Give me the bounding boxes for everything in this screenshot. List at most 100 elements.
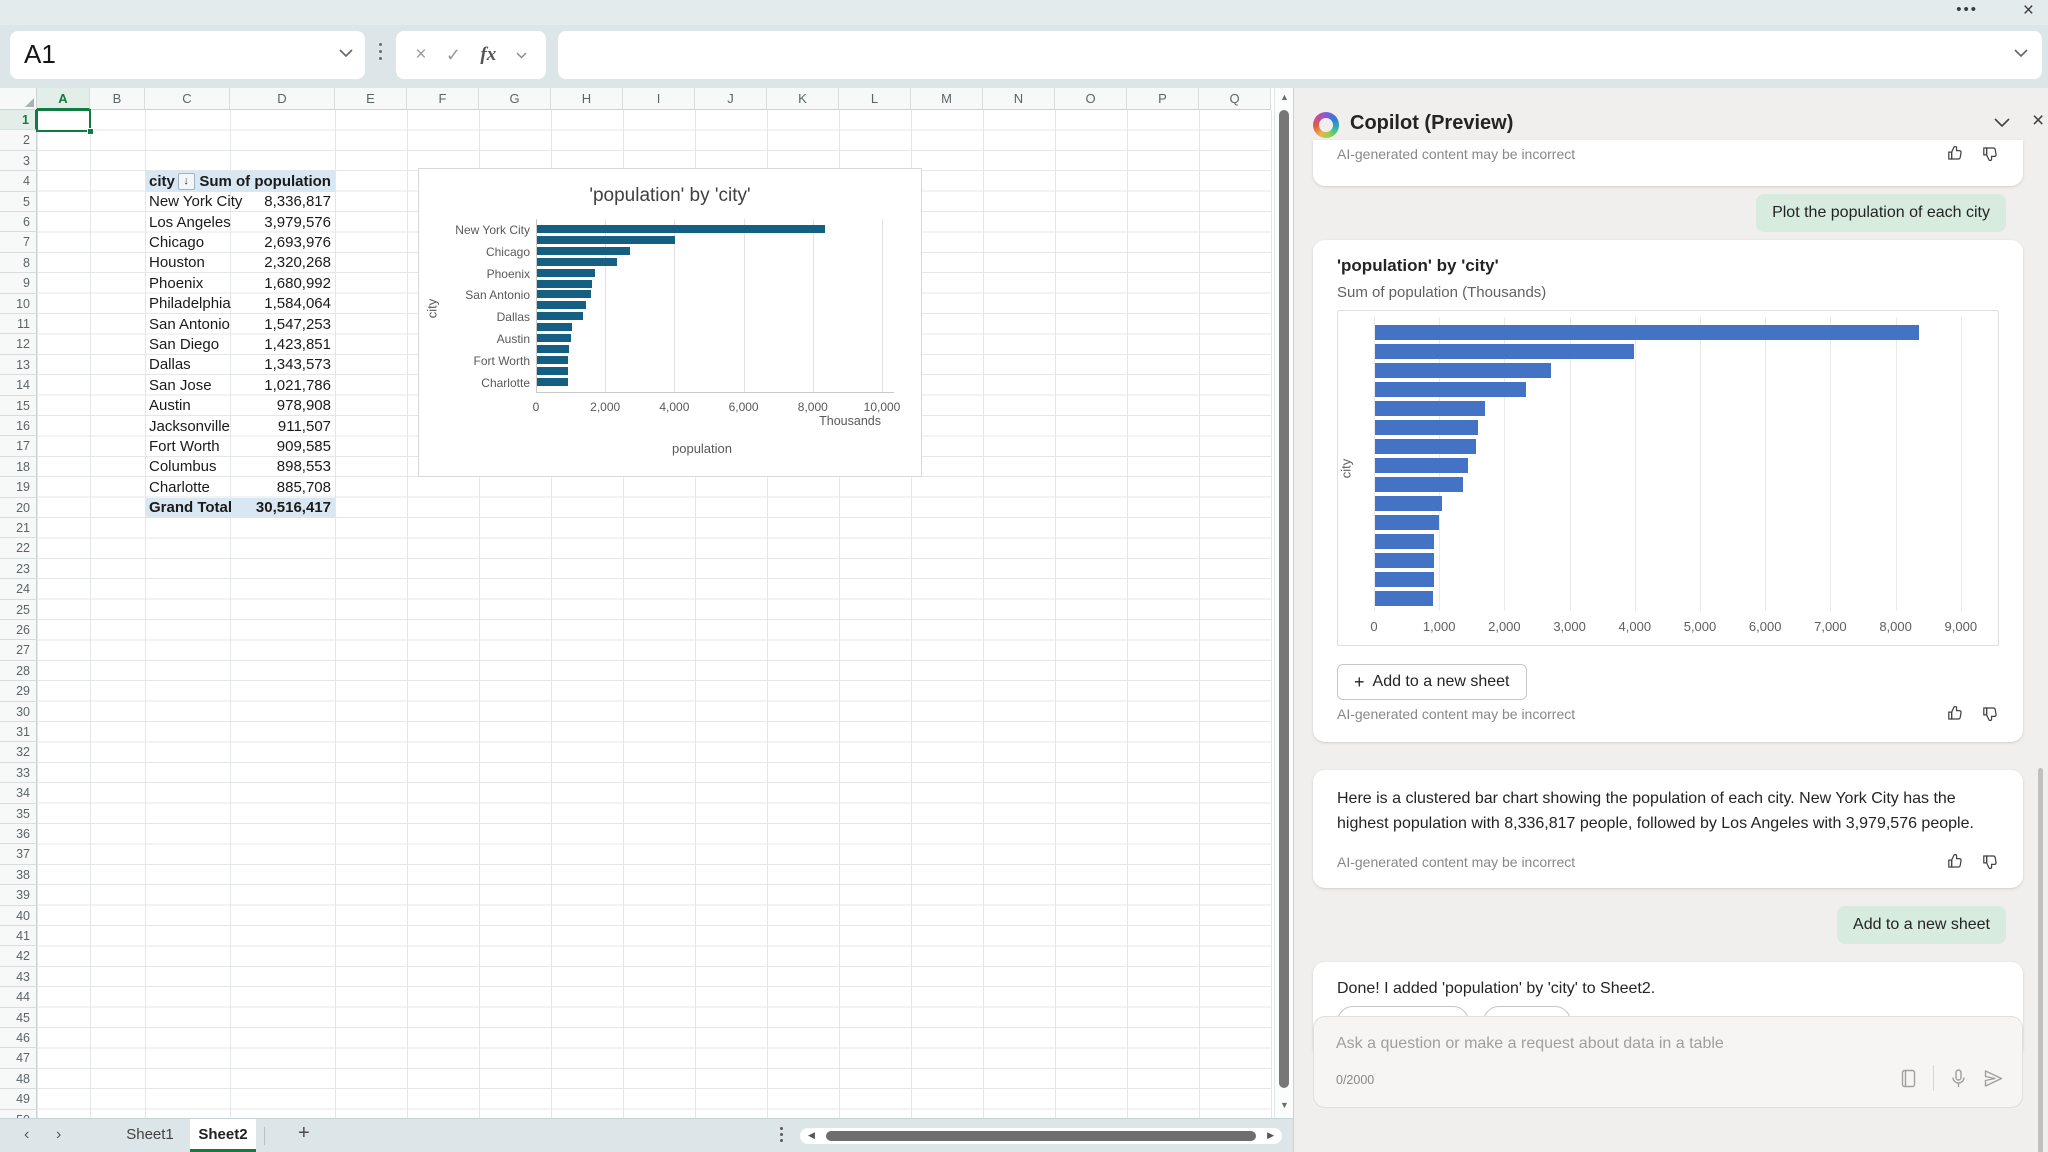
row-header-6[interactable]: 6 [0, 212, 37, 233]
row-header-20[interactable]: 20 [0, 497, 37, 518]
column-header-I[interactable]: I [623, 88, 695, 110]
column-header-O[interactable]: O [1055, 88, 1127, 110]
row-header-5[interactable]: 5 [0, 191, 37, 212]
sheet-nav-prev-icon[interactable]: ‹ [24, 1126, 30, 1143]
scroll-left-icon[interactable]: ◀ [808, 1130, 815, 1140]
row-header-47[interactable]: 47 [0, 1048, 37, 1069]
window-more-options-icon[interactable]: ••• [1956, 1, 1978, 18]
fx-chevron-icon[interactable] [516, 52, 527, 59]
row-header-3[interactable]: 3 [0, 150, 37, 172]
row-header-35[interactable]: 35 [0, 803, 37, 824]
copilot-collapse-chevron-icon[interactable] [1994, 118, 2010, 128]
row-header-10[interactable]: 10 [0, 293, 37, 314]
row-header-21[interactable]: 21 [0, 518, 37, 539]
row-header-17[interactable]: 17 [0, 436, 37, 457]
select-all-corner[interactable] [0, 88, 37, 110]
cell-name-box[interactable]: A1 [10, 31, 365, 79]
pivot-sort-filter-icon[interactable]: ↓ [177, 172, 195, 190]
thumbs-up-icon[interactable] [1945, 144, 1964, 163]
grid-horizontal-scrollbar[interactable]: ◀ ▶ [800, 1128, 1282, 1144]
row-header-25[interactable]: 25 [0, 599, 37, 620]
pivot-row[interactable]: Fort Worth 909,585 [145, 436, 335, 456]
row-header-18[interactable]: 18 [0, 456, 37, 478]
row-header-4[interactable]: 4 [0, 171, 37, 192]
row-header-40[interactable]: 40 [0, 905, 37, 926]
microphone-icon[interactable] [1948, 1068, 1969, 1089]
row-header-14[interactable]: 14 [0, 375, 37, 396]
column-header-D[interactable]: D [230, 88, 335, 110]
copilot-input-box[interactable]: Ask a question or make a request about d… [1313, 1016, 2023, 1108]
row-header-49[interactable]: 49 [0, 1089, 37, 1110]
row-header-41[interactable]: 41 [0, 926, 37, 947]
row-header-44[interactable]: 44 [0, 987, 37, 1008]
prompt-guide-icon[interactable] [1898, 1068, 1919, 1089]
formula-bar-input[interactable] [558, 31, 2042, 79]
confirm-entry-icon[interactable]: ✓ [445, 44, 461, 65]
row-header-29[interactable]: 29 [0, 681, 37, 702]
row-header-39[interactable]: 39 [0, 885, 37, 906]
copilot-chart[interactable]: 0 1,000 2,000 3,000 4,000 5,000 6,000 7,000 8,00… [1337, 310, 1999, 646]
insert-function-icon[interactable]: fx [480, 44, 497, 65]
pivot-row[interactable]: Austin 978,908 [145, 396, 335, 416]
pivot-total-row[interactable]: Grand Total 30,516,417 [145, 497, 335, 518]
row-header-28[interactable]: 28 [0, 660, 37, 682]
row-header-27[interactable]: 27 [0, 640, 37, 661]
pivot-header-row[interactable]: city ↓ Sum of population [145, 171, 335, 192]
row-header-42[interactable]: 42 [0, 946, 37, 967]
column-header-M[interactable]: M [911, 88, 983, 110]
row-header-48[interactable]: 48 [0, 1068, 37, 1090]
formula-bar-expand-icon[interactable] [2014, 49, 2028, 58]
cancel-entry-icon[interactable]: × [415, 44, 427, 65]
row-header-1[interactable]: 1 [0, 110, 37, 131]
row-header-2[interactable]: 2 [0, 130, 37, 151]
row-header-24[interactable]: 24 [0, 579, 37, 600]
selection-fill-handle[interactable] [87, 128, 94, 135]
row-header-43[interactable]: 43 [0, 966, 37, 988]
thumbs-down-icon[interactable] [1980, 704, 1999, 723]
row-header-12[interactable]: 12 [0, 334, 37, 355]
row-header-13[interactable]: 13 [0, 354, 37, 376]
row-header-45[interactable]: 45 [0, 1007, 37, 1028]
horizontal-scroll-thumb[interactable] [826, 1131, 1256, 1141]
row-header-23[interactable]: 23 [0, 558, 37, 580]
row-header-19[interactable]: 19 [0, 477, 37, 498]
column-header-G[interactable]: G [479, 88, 551, 110]
copilot-close-icon[interactable]: × [2032, 109, 2045, 132]
column-header-L[interactable]: L [839, 88, 911, 110]
column-header-P[interactable]: P [1127, 88, 1199, 110]
row-header-26[interactable]: 26 [0, 620, 37, 641]
row-header-30[interactable]: 30 [0, 701, 37, 722]
row-header-9[interactable]: 9 [0, 273, 37, 294]
row-header-16[interactable]: 16 [0, 416, 37, 437]
row-header-8[interactable]: 8 [0, 252, 37, 274]
column-header-N[interactable]: N [983, 88, 1055, 110]
window-close-icon[interactable]: × [2022, 0, 2034, 21]
thumbs-up-icon[interactable] [1945, 852, 1964, 871]
thumbs-down-icon[interactable] [1980, 852, 1999, 871]
row-header-38[interactable]: 38 [0, 864, 37, 886]
pivot-row[interactable]: Philadelphia 1,584,064 [145, 294, 335, 314]
vertical-scroll-thumb[interactable] [1279, 110, 1289, 1088]
column-header-F[interactable]: F [407, 88, 479, 110]
sheet-tab-sheet1[interactable]: Sheet1 [126, 1126, 174, 1143]
column-header-Q[interactable]: Q [1199, 88, 1271, 110]
row-header-22[interactable]: 22 [0, 538, 37, 559]
thumbs-up-icon[interactable] [1945, 704, 1964, 723]
sheet-nav-next-icon[interactable]: › [56, 1126, 62, 1143]
row-header-7[interactable]: 7 [0, 232, 37, 253]
send-icon[interactable] [1983, 1068, 2004, 1089]
pivot-row[interactable]: Houston 2,320,268 [145, 253, 335, 273]
row-header-46[interactable]: 46 [0, 1028, 37, 1049]
pivot-row[interactable]: San Jose 1,021,786 [145, 375, 335, 395]
column-header-B[interactable]: B [90, 88, 145, 110]
row-header-50[interactable]: 50 [0, 1109, 37, 1118]
column-header-K[interactable]: K [767, 88, 839, 110]
pivot-row[interactable]: Jacksonville 911,507 [145, 416, 335, 436]
scroll-up-icon[interactable]: ▲ [1280, 92, 1289, 102]
sheet-chart[interactable]: 'population' by 'city' New York City Chic… [418, 168, 922, 477]
column-header-J[interactable]: J [695, 88, 767, 110]
row-header-34[interactable]: 34 [0, 783, 37, 804]
name-box-chevron-icon[interactable] [339, 49, 353, 58]
pivot-row[interactable]: Charlotte 885,708 [145, 477, 335, 497]
pivot-row[interactable]: Columbus 898,553 [145, 457, 335, 477]
